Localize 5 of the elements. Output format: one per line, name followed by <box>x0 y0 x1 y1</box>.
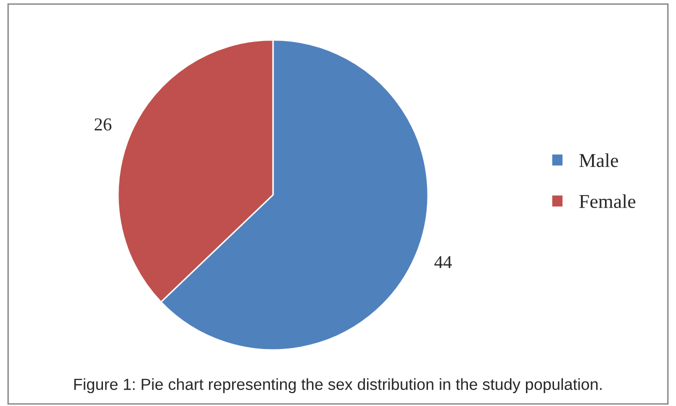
data-label: 26 <box>94 118 112 131</box>
legend-label: Female <box>579 194 636 208</box>
caption: Figure 1: Pie chart representing the sex distribution in the study population. <box>74 378 602 394</box>
data-label: 44 <box>434 256 452 268</box>
legend-label: Male <box>579 153 618 168</box>
